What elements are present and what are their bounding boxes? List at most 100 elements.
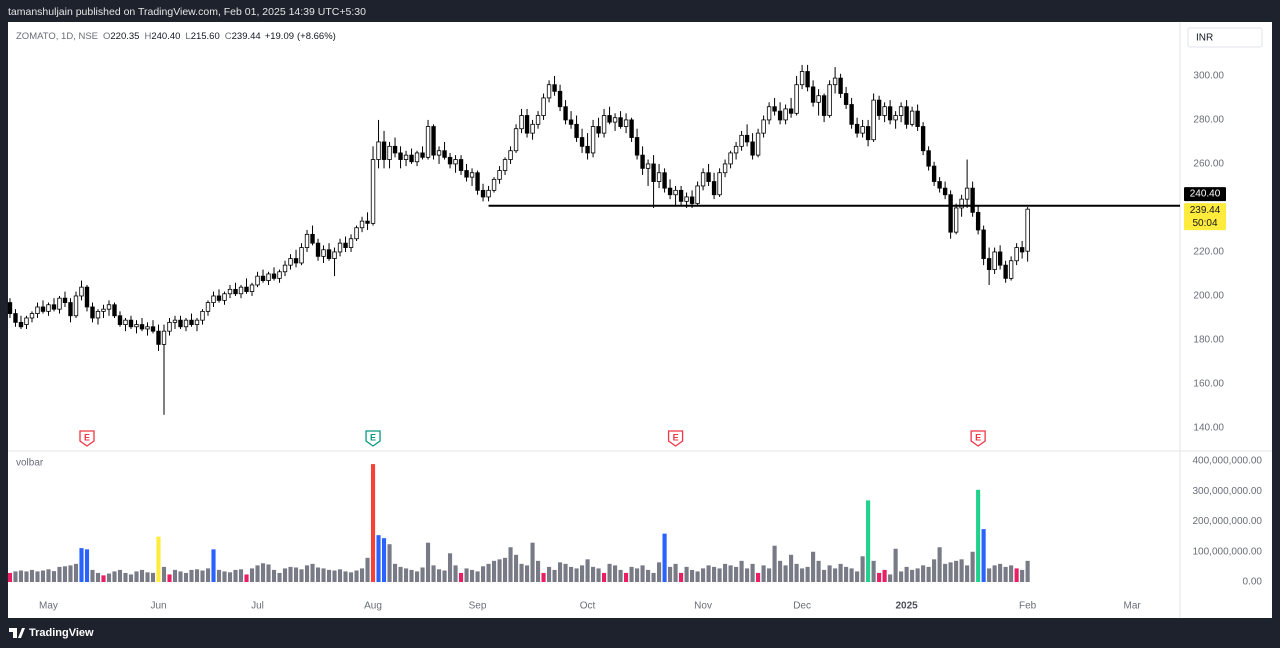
candle-body <box>552 84 557 92</box>
volume-bar <box>183 572 189 582</box>
candle-body <box>596 126 601 134</box>
candle-body <box>535 115 541 125</box>
candle-body <box>948 194 953 233</box>
candle-body <box>662 172 667 189</box>
x-tick-label: Feb <box>1019 601 1037 612</box>
candle-body <box>524 115 530 134</box>
candle-body <box>211 295 216 303</box>
volume-tick-label: 400,000,000.00 <box>1192 456 1262 467</box>
candle-body <box>805 71 810 88</box>
candle-body <box>838 77 843 94</box>
y-tick-label: 280.00 <box>1193 115 1224 126</box>
candle-body <box>200 310 205 321</box>
candle-body <box>381 141 387 160</box>
candle-body <box>486 189 491 198</box>
volume-bar <box>145 572 150 582</box>
currency-box[interactable] <box>1187 27 1263 48</box>
volume-bar <box>453 565 458 582</box>
volume-bar <box>783 565 788 582</box>
candle-body <box>332 251 337 259</box>
candle-body <box>678 189 684 202</box>
candle-body <box>645 163 651 169</box>
volume-bar <box>992 565 997 582</box>
volume-bar <box>811 551 816 582</box>
candle-body <box>953 207 959 233</box>
volume-bar <box>68 565 73 582</box>
volume-bar <box>211 549 216 582</box>
candle-body <box>909 110 915 125</box>
candle-body <box>13 313 18 323</box>
candle-body <box>123 319 128 325</box>
candle-body <box>24 317 29 325</box>
x-tick-label: Nov <box>694 601 712 612</box>
volume-bar <box>750 563 755 582</box>
candle-body <box>882 106 887 116</box>
x-tick-label: Jun <box>150 601 166 612</box>
candle-body <box>832 77 838 86</box>
candle-body <box>821 95 827 116</box>
volume-bar <box>618 569 623 582</box>
candle-body <box>1019 247 1025 253</box>
candle-body <box>722 163 728 174</box>
volume-bar <box>827 565 832 582</box>
candle-body <box>233 288 238 295</box>
volume-title: volbar <box>16 458 44 469</box>
candle-body <box>717 172 722 196</box>
candle-body <box>843 93 849 105</box>
candle-body <box>150 326 156 332</box>
candle-body <box>62 297 68 303</box>
volume-bar <box>46 569 51 582</box>
candle-body <box>359 220 365 229</box>
volume-bar <box>62 566 68 582</box>
volume-bar <box>161 566 167 582</box>
candle-body <box>931 165 937 182</box>
candle-body <box>101 308 106 312</box>
candle-body <box>970 187 975 213</box>
volume-bar <box>315 567 321 582</box>
volume-bar <box>712 566 717 582</box>
volume-bar <box>701 568 706 582</box>
volume-bar <box>904 566 909 582</box>
candle-body <box>458 159 464 171</box>
candle-body <box>95 310 101 319</box>
y-tick-label: 160.00 <box>1193 379 1224 390</box>
candle-body <box>887 106 893 121</box>
candle-body <box>585 145 590 154</box>
volume-bar <box>915 568 920 582</box>
candle-body <box>612 117 618 123</box>
volume-bar <box>800 568 805 582</box>
ohlc-key: H <box>144 31 151 42</box>
volume-bar <box>761 565 766 582</box>
candle-body <box>926 150 931 167</box>
volume-bar <box>607 563 612 582</box>
candle-body <box>216 295 222 301</box>
candle-body <box>106 304 112 310</box>
candle-body <box>590 126 596 154</box>
last-price-tag <box>1184 203 1226 231</box>
volume-bar <box>778 560 783 582</box>
candle-body <box>755 132 761 156</box>
high-price-label: 240.40 <box>1190 189 1221 200</box>
candle-body <box>992 251 997 270</box>
earnings-label: E <box>673 432 679 442</box>
candle-body <box>161 330 167 345</box>
volume-bar <box>585 559 590 582</box>
candle-body <box>667 187 673 196</box>
candle-body <box>772 106 777 112</box>
volume-bar <box>563 563 568 582</box>
candle-body <box>447 156 453 165</box>
candle-body <box>480 189 486 198</box>
candle-body <box>711 181 717 196</box>
volume-bar <box>398 566 403 582</box>
candle-body <box>964 187 970 200</box>
volume-bar <box>381 538 387 582</box>
candle-body <box>959 198 964 209</box>
volume-bar <box>580 565 585 582</box>
volume-bar <box>893 548 898 582</box>
candle-body <box>321 249 326 257</box>
footer-brand: TradingView <box>29 627 94 639</box>
y-tick-label: 220.00 <box>1193 247 1224 258</box>
volume-bar <box>635 568 640 582</box>
candle-body <box>871 99 876 141</box>
volume-bar <box>954 560 959 582</box>
